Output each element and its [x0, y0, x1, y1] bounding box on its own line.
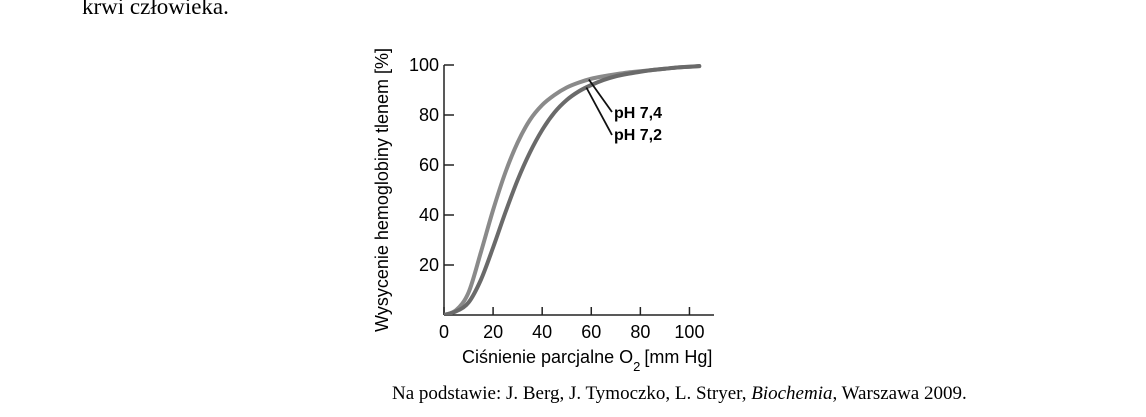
plot-area: 20 40 60 80 100 0 20 40 60 80 100 pH 7,4 pH 7,2 [409, 55, 714, 342]
y-tick-label-40: 40 [419, 205, 439, 225]
x-axis-label-main: Ciśnienie parcjalne O [462, 347, 633, 367]
x-tick-label-100: 100 [674, 322, 704, 342]
x-axis-label-sub: 2 [633, 359, 640, 374]
x-tick-label-20: 20 [483, 322, 503, 342]
y-tick-label-60: 60 [419, 155, 439, 175]
y-tick-label-20: 20 [419, 255, 439, 275]
source-prefix: Na podstawie: J. Berg, J. Tymoczko, L. S… [392, 383, 747, 404]
legend-leader-ph-7-4 [588, 78, 613, 113]
x-tick-label-40: 40 [532, 322, 552, 342]
x-tick-label-0: 0 [439, 322, 449, 342]
y-ticks: 20 40 60 80 100 [409, 55, 454, 275]
y-tick-label-100: 100 [409, 55, 439, 75]
y-axis-label: Wysycenie hemoglobiny tlenem [%] [372, 48, 392, 332]
y-tick-label-80: 80 [419, 105, 439, 125]
legend-leader-ph-7-2 [585, 87, 613, 136]
x-axis-label: Ciśnienie parcjalne O2 [mm Hg] [462, 347, 712, 374]
source-suffix: , Warszawa 2009. [832, 383, 967, 404]
x-tick-label-60: 60 [581, 322, 601, 342]
legend-ph-7-4: pH 7,4 [614, 105, 662, 122]
series-layer [444, 64, 702, 315]
x-tick-label-80: 80 [630, 322, 650, 342]
legend-leaders [585, 78, 613, 136]
source-book: Biochemia [751, 383, 833, 404]
curve-ph-7-2 [444, 64, 702, 315]
x-ticks: 0 20 40 60 80 100 [439, 307, 704, 342]
x-axis-label-unit: [mm Hg] [644, 347, 712, 367]
intro-text: krwi człowieka. [82, 0, 229, 19]
source-citation: Na podstawie: J. Berg, J. Tymoczko, L. S… [392, 383, 967, 405]
legend-ph-7-2: pH 7,2 [614, 127, 662, 144]
